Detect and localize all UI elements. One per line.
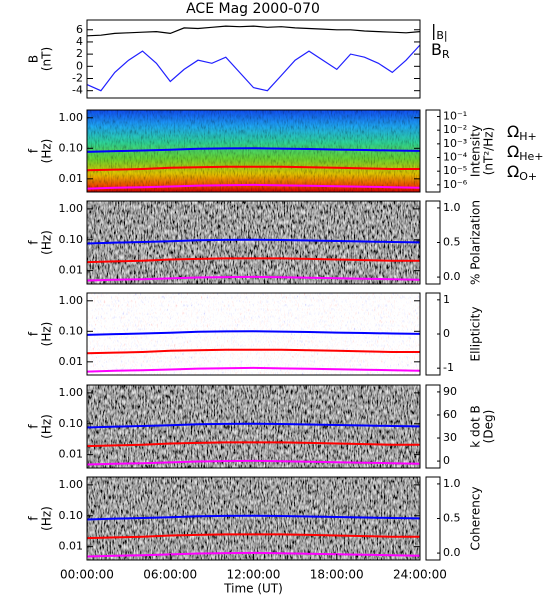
y-axis-label: (Hz)	[40, 414, 54, 439]
y-axis-label: (Hz)	[40, 506, 54, 531]
colorbar-tick-label: 0.5	[443, 236, 461, 249]
y-tick-label: 0.10	[59, 509, 84, 522]
legend-entry: BR	[431, 40, 450, 62]
y-axis-label: f	[27, 516, 41, 521]
y-axis-label: B	[27, 55, 41, 63]
y-tick-label: 0.10	[59, 417, 84, 430]
legend-entry: ΩO+	[507, 162, 537, 184]
colorbar-tick-label: 0	[443, 454, 450, 467]
y-tick-label: 1.00	[59, 478, 84, 491]
line	[86, 183, 421, 190]
colorbar-tick-label: 10⁻¹	[443, 110, 467, 123]
y-axis-label: (Hz)	[40, 322, 54, 347]
line	[86, 257, 420, 264]
y-tick-label: 0.01	[59, 264, 84, 277]
line	[86, 348, 420, 355]
line	[86, 366, 421, 373]
y-tick-label: 2	[76, 47, 83, 60]
y-tick-label: 1.00	[59, 294, 84, 307]
chart-title: ACE Mag 2000-070	[186, 1, 320, 17]
y-tick-label: 0.01	[59, 540, 84, 553]
y-tick-label: 1.00	[59, 386, 84, 399]
y-tick-label: -4	[72, 84, 83, 97]
y-tick-label: -2	[72, 72, 83, 85]
colorbar-label: Coherency	[469, 486, 483, 550]
y-axis-label: f	[27, 424, 41, 429]
line	[86, 441, 420, 448]
x-tick-label: 06:00:00	[143, 568, 197, 582]
colorbar-tick-label: -1	[443, 361, 454, 374]
colorbar-tick-label: 0	[443, 327, 450, 340]
plot-frame	[86, 384, 421, 469]
colorbar-tick-label: 10⁻⁶	[443, 178, 468, 191]
y-axis-label: f	[27, 148, 41, 153]
colorbar	[425, 384, 441, 469]
plot-frame	[86, 292, 421, 376]
colorbar-tick-label: 1.0	[443, 201, 461, 214]
colorbar-tick-label: 90	[443, 385, 457, 398]
colorbar-tick-label: 1	[443, 293, 450, 306]
colorbar-tick-label: 0.5	[443, 512, 461, 525]
y-tick-label: 0.10	[59, 324, 84, 337]
y-axis-label: f	[27, 240, 41, 245]
colorbar-label: (nT²/Hz)	[482, 127, 496, 175]
line	[86, 422, 421, 429]
line	[86, 44, 421, 92]
colorbar-label: (Deg)	[482, 410, 496, 444]
colorbar	[425, 109, 441, 193]
colorbar-tick-label: 1.0	[443, 477, 461, 490]
line	[86, 275, 421, 282]
x-tick-label: 18:00:00	[310, 568, 364, 582]
legend-entry: ΩHe+	[507, 142, 544, 164]
colorbar-label: Intensity	[469, 125, 483, 177]
y-tick-label: 1.00	[59, 111, 84, 124]
y-tick-label: 0.01	[59, 172, 84, 185]
colorbar-tick-label: 30	[443, 431, 457, 444]
line	[86, 238, 421, 245]
y-axis-label: (Hz)	[40, 139, 54, 164]
line	[86, 165, 420, 172]
y-tick-label: 1.00	[59, 202, 84, 215]
colorbar-label: % Polarization	[469, 200, 483, 285]
colorbar-tick-label: 60	[443, 408, 457, 421]
x-axis-label: Time (UT)	[223, 582, 283, 596]
legend-entry: ΩH+	[507, 122, 537, 144]
line	[86, 551, 421, 558]
plot-frame	[86, 200, 421, 285]
x-tick-label: 24:00:00	[393, 568, 447, 582]
colorbar-label: k dot B	[469, 405, 483, 447]
plot-frame	[86, 19, 421, 99]
y-axis-label: (nT)	[40, 47, 54, 71]
line	[86, 330, 421, 336]
line	[86, 514, 421, 521]
y-tick-label: 0.10	[59, 141, 84, 154]
line	[86, 147, 421, 153]
colorbar-tick-label: 10⁻⁴	[443, 151, 468, 164]
y-tick-label: 0.01	[59, 448, 84, 461]
plot-frame	[86, 109, 421, 193]
x-tick-label: 00:00:00	[60, 568, 114, 582]
y-tick-label: 0	[76, 59, 83, 72]
x-tick-label: 12:00:00	[227, 568, 281, 582]
colorbar-tick-label: 0.0	[443, 546, 461, 559]
colorbar-label: Ellipticity	[469, 307, 483, 362]
line	[86, 533, 420, 540]
y-tick-label: 4	[76, 35, 83, 48]
y-axis-label: f	[27, 331, 41, 336]
legend-entry: |B|	[431, 21, 448, 43]
line	[86, 25, 421, 37]
colorbar-tick-label: 10⁻²	[443, 123, 467, 136]
y-axis-label: (Hz)	[40, 230, 54, 255]
line	[86, 459, 421, 466]
colorbar-tick-label: 10⁻³	[443, 137, 467, 150]
y-tick-label: 0.01	[59, 355, 84, 368]
y-tick-label: 0.10	[59, 233, 84, 246]
colorbar-tick-label: 10⁻⁵	[443, 164, 467, 177]
colorbar-tick-label: 0.0	[443, 270, 461, 283]
y-tick-label: 6	[76, 23, 83, 36]
